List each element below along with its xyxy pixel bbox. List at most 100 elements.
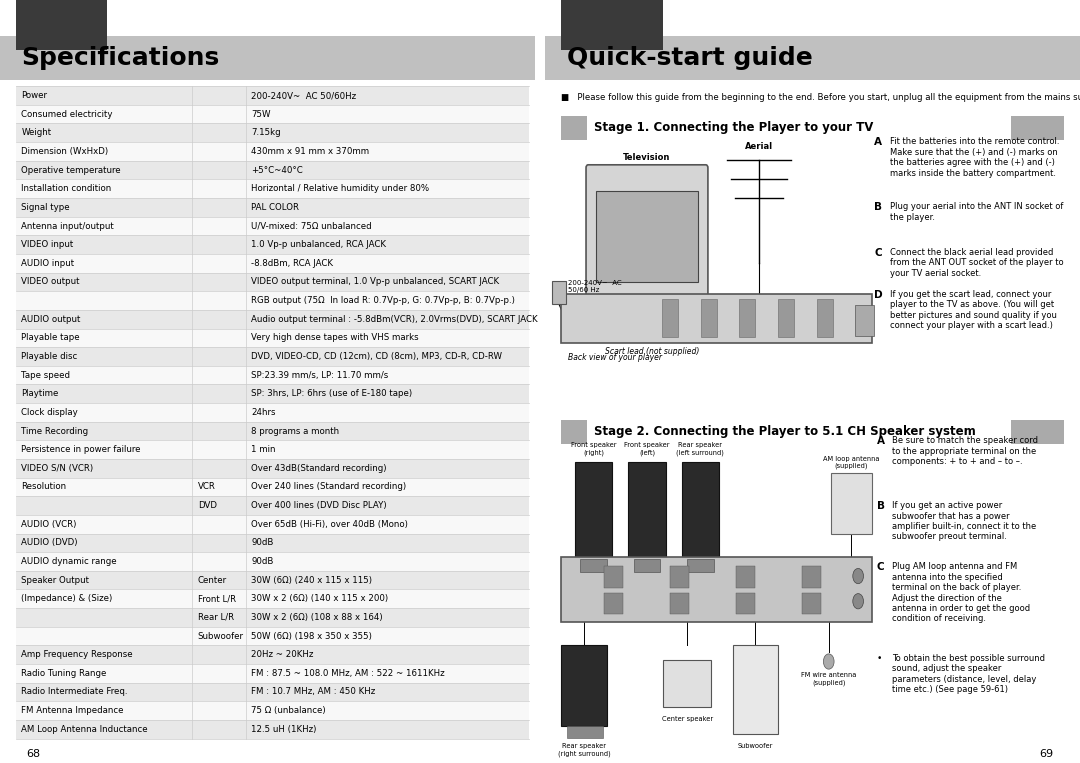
Text: Quick-start guide: Quick-start guide — [567, 46, 812, 70]
Text: 200-240V~  AC 50/60Hz: 200-240V~ AC 50/60Hz — [252, 91, 356, 100]
Text: Over 400 lines (DVD Disc PLAY): Over 400 lines (DVD Disc PLAY) — [252, 501, 387, 510]
Text: Playtime: Playtime — [22, 389, 58, 398]
Text: Center speaker: Center speaker — [662, 716, 713, 723]
Text: 75W: 75W — [252, 110, 271, 119]
Bar — [670, 566, 689, 588]
Text: Weight: Weight — [22, 128, 52, 137]
Bar — [16, 179, 529, 198]
Text: Plug your aerial into the ANT IN socket of
the player.: Plug your aerial into the ANT IN socket … — [890, 202, 1064, 221]
Text: AM loop antenna
(supplied): AM loop antenna (supplied) — [823, 456, 880, 469]
Text: VIDEO output: VIDEO output — [22, 278, 80, 286]
Bar — [16, 590, 529, 608]
Bar — [832, 473, 872, 534]
FancyBboxPatch shape — [586, 165, 707, 304]
Bar — [687, 559, 714, 572]
Bar — [580, 559, 607, 572]
Bar — [16, 124, 529, 142]
Text: Back view of your player: Back view of your player — [568, 353, 662, 362]
Bar — [16, 683, 529, 701]
Text: VIDEO S/N (VCR): VIDEO S/N (VCR) — [22, 464, 94, 473]
Bar — [629, 462, 665, 557]
Text: 8 programs a month: 8 programs a month — [252, 427, 339, 436]
Text: Connect the black aerial lead provided
from the ANT OUT socket of the player to
: Connect the black aerial lead provided f… — [890, 248, 1064, 278]
Text: C: C — [874, 248, 881, 258]
Text: RGB output (75Ω  In load R: 0.7Vp-p, G: 0.7Vp-p, B: 0.7Vp-p.): RGB output (75Ω In load R: 0.7Vp-p, G: 0… — [252, 296, 515, 305]
Bar — [16, 478, 529, 496]
Text: AUDIO dynamic range: AUDIO dynamic range — [22, 557, 117, 566]
Bar — [740, 299, 756, 337]
Text: AUDIO input: AUDIO input — [22, 259, 75, 268]
Bar — [732, 645, 778, 734]
Text: Rear L/R: Rear L/R — [198, 613, 234, 622]
Text: Center: Center — [198, 575, 227, 584]
Bar — [16, 235, 529, 254]
Text: 30W x 2 (6Ω) (140 x 115 x 200): 30W x 2 (6Ω) (140 x 115 x 200) — [252, 594, 389, 604]
Text: 200-240V~  AC
50/60 Hz: 200-240V~ AC 50/60 Hz — [568, 279, 622, 293]
Bar — [575, 462, 612, 557]
Bar — [567, 726, 603, 738]
Text: Front speaker
(left): Front speaker (left) — [624, 442, 670, 456]
Text: Stage 1. Connecting the Player to your TV: Stage 1. Connecting the Player to your T… — [594, 121, 873, 134]
Bar — [16, 701, 529, 720]
Text: +5°C~40°C: +5°C~40°C — [252, 166, 303, 175]
Bar — [681, 462, 719, 557]
Bar — [16, 422, 529, 440]
Bar — [779, 299, 794, 337]
Text: Antenna input/output: Antenna input/output — [22, 221, 114, 230]
Bar — [16, 496, 529, 515]
Text: Radio Tuning Range: Radio Tuning Range — [22, 669, 107, 678]
Bar — [16, 0, 107, 50]
Bar — [604, 593, 623, 614]
Bar — [737, 566, 755, 588]
Text: 30W (6Ω) (240 x 115 x 115): 30W (6Ω) (240 x 115 x 115) — [252, 575, 373, 584]
Bar — [16, 291, 529, 310]
Bar — [16, 347, 529, 365]
Text: 90dB: 90dB — [252, 557, 273, 566]
Bar — [16, 440, 529, 459]
Text: Subwoofer: Subwoofer — [738, 743, 773, 749]
Text: Horizontal / Relative humidity under 80%: Horizontal / Relative humidity under 80% — [252, 184, 430, 193]
Bar — [855, 305, 874, 336]
Text: AM Loop Antenna Inductance: AM Loop Antenna Inductance — [22, 725, 148, 734]
Text: U/V-mixed: 75Ω unbalanced: U/V-mixed: 75Ω unbalanced — [252, 221, 372, 230]
Text: 90dB: 90dB — [252, 539, 273, 547]
Circle shape — [853, 594, 864, 609]
Text: AUDIO (VCR): AUDIO (VCR) — [22, 520, 77, 529]
Text: VCR: VCR — [198, 482, 216, 491]
Text: Specifications: Specifications — [22, 46, 219, 70]
Bar — [16, 385, 529, 403]
Text: 7.15kg: 7.15kg — [252, 128, 281, 137]
Bar — [634, 559, 660, 572]
Text: AUDIO output: AUDIO output — [22, 314, 81, 324]
Text: Rear speaker
(right surround): Rear speaker (right surround) — [557, 743, 610, 757]
Bar — [552, 281, 566, 304]
Text: 69: 69 — [1039, 749, 1053, 759]
Bar — [16, 403, 529, 422]
Bar — [545, 36, 1080, 80]
Text: (Impedance) & (Size): (Impedance) & (Size) — [22, 594, 112, 604]
Text: Fit the batteries into the remote control.
Make sure that the (+) and (-) marks : Fit the batteries into the remote contro… — [890, 137, 1059, 178]
Bar — [16, 198, 529, 217]
Text: Aerial: Aerial — [745, 142, 773, 151]
Bar — [16, 254, 529, 272]
Text: To obtain the best possible surround
sound, adjust the speaker
parameters (dista: To obtain the best possible surround sou… — [892, 654, 1044, 694]
Circle shape — [823, 654, 834, 669]
Circle shape — [853, 568, 864, 584]
Bar — [670, 593, 689, 614]
Bar — [562, 420, 588, 444]
Text: ■   Please follow this guide from the beginning to the end. Before you start, un: ■ Please follow this guide from the begi… — [562, 93, 1080, 102]
Text: If you get an active power
subwoofer that has a power
amplifier built-in, connec: If you get an active power subwoofer tha… — [892, 501, 1036, 542]
Text: Very high dense tapes with VHS marks: Very high dense tapes with VHS marks — [252, 333, 419, 343]
Text: 30W x 2 (6Ω) (108 x 88 x 164): 30W x 2 (6Ω) (108 x 88 x 164) — [252, 613, 383, 622]
Text: -8.8dBm, RCA JACK: -8.8dBm, RCA JACK — [252, 259, 334, 268]
Text: VIDEO input: VIDEO input — [22, 240, 73, 250]
Text: 20Hz ~ 20KHz: 20Hz ~ 20KHz — [252, 650, 313, 659]
Text: SP: 3hrs, LP: 6hrs (use of E-180 tape): SP: 3hrs, LP: 6hrs (use of E-180 tape) — [252, 389, 413, 398]
Bar — [16, 105, 529, 124]
Bar — [16, 272, 529, 291]
Bar — [16, 217, 529, 235]
Text: SP:23.39 mm/s, LP: 11.70 mm/s: SP:23.39 mm/s, LP: 11.70 mm/s — [252, 371, 389, 380]
Text: Tape speed: Tape speed — [22, 371, 70, 380]
Text: C: C — [877, 562, 885, 572]
Text: 1 min: 1 min — [252, 445, 275, 454]
